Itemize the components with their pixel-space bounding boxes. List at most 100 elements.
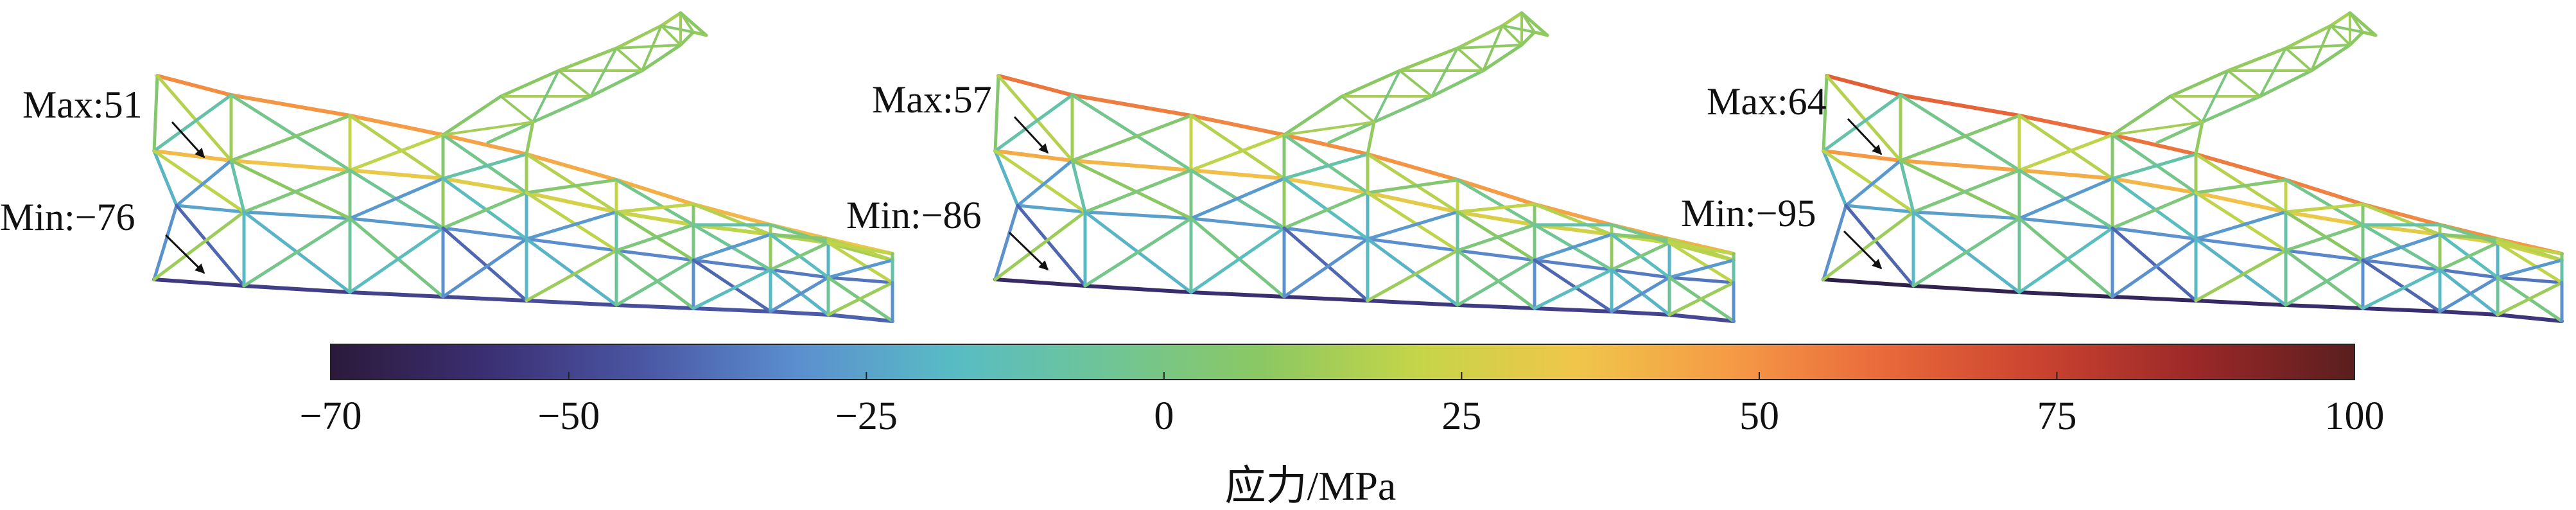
truss-member (2329, 11, 2352, 28)
truss-member (1189, 133, 1286, 172)
truss-member (1844, 204, 1915, 214)
truss-member (769, 268, 830, 317)
truss-member (1667, 313, 1736, 323)
truss-member (614, 249, 695, 262)
truss-member (152, 204, 178, 281)
truss-member (1822, 93, 1902, 153)
truss-member (2194, 237, 2288, 252)
truss-member (692, 202, 772, 236)
truss-member (2284, 223, 2365, 252)
truss-member (2155, 120, 2204, 145)
truss-member (1070, 93, 1193, 172)
truss-member (692, 268, 772, 310)
truss-member (2284, 44, 2351, 49)
truss-member (2110, 94, 2172, 137)
truss-member (2194, 237, 2288, 307)
colorbar-strip (330, 344, 2355, 380)
truss-member (2361, 258, 2442, 272)
truss-member (1899, 93, 2021, 172)
truss-member (152, 93, 233, 153)
truss-member (2017, 133, 2114, 172)
truss-member (441, 191, 528, 230)
truss-member (2284, 249, 2365, 310)
truss-member (1825, 74, 1902, 97)
truss-member (525, 152, 618, 182)
truss-member (348, 216, 445, 230)
truss-member (2361, 268, 2442, 310)
truss-member (679, 30, 695, 47)
truss-member (155, 74, 233, 163)
truss-member (1282, 133, 1370, 195)
truss-member (2017, 114, 2114, 137)
truss-member (660, 24, 682, 46)
truss-member (1282, 152, 1370, 180)
truss-member (1533, 202, 1614, 236)
truss-member (2438, 268, 2500, 279)
truss-member (2017, 177, 2114, 220)
truss-structure (1822, 11, 2564, 323)
truss-member (441, 237, 528, 299)
truss-member (769, 268, 830, 279)
truss-member (826, 258, 894, 279)
truss-member (2438, 241, 2500, 272)
truss-member (614, 202, 695, 214)
truss-member (1822, 74, 1829, 153)
truss-member (348, 226, 445, 294)
truss-member (1610, 276, 1671, 313)
truss-member (2017, 216, 2114, 299)
truss-member (993, 74, 1000, 153)
truss-member (348, 168, 445, 180)
truss-member (348, 216, 445, 299)
truss-member (1456, 178, 1536, 227)
truss-member (499, 69, 561, 98)
truss-member (242, 284, 352, 294)
truss-member (692, 258, 772, 272)
truss-member (2194, 210, 2288, 241)
truss-member (2017, 114, 2114, 180)
truss-member (826, 241, 894, 285)
truss-member (2438, 233, 2500, 241)
truss-member (1533, 258, 1614, 313)
truss-member (2110, 237, 2198, 299)
truss-member (1899, 159, 1915, 214)
truss-member (175, 159, 233, 207)
truss-member (152, 74, 159, 153)
truss-member (1189, 226, 1286, 294)
truss-member (155, 74, 233, 97)
truss-member (2111, 121, 2204, 136)
truss-member (1911, 168, 2021, 214)
truss-member (614, 303, 695, 310)
truss-member (2168, 69, 2230, 98)
truss-member (2284, 210, 2365, 227)
truss-member (2200, 94, 2262, 124)
truss-member (615, 44, 682, 49)
truss-member (769, 233, 830, 241)
truss-member (1501, 24, 1523, 46)
truss-member (152, 277, 246, 288)
truss-member (659, 11, 683, 28)
colorbar: −70 −50 −25 0 25 50 75 100 应力/MPa (300, 344, 2385, 509)
min-stress-label: Min:−76 (0, 196, 135, 238)
truss-member (2496, 241, 2564, 256)
truss-member (1282, 177, 1370, 195)
truss-member (1366, 191, 1459, 252)
truss-member (525, 152, 618, 214)
truss-member (769, 310, 830, 317)
truss-member (2329, 24, 2351, 46)
truss-member (2194, 152, 2288, 214)
colorbar-title: 应力/MPa (1225, 463, 1397, 509)
min-stress-label: Min:−95 (1681, 192, 1816, 234)
truss-panel-1: Max:51 Min:−76 (0, 11, 894, 323)
truss-member (1282, 226, 1370, 303)
truss-member (2496, 313, 2564, 323)
colorbar-tick-label: 75 (2037, 394, 2076, 438)
truss-member (1667, 258, 1736, 279)
truss-member (996, 74, 1074, 163)
truss-member (2258, 69, 2313, 98)
colorbar-tick-label: 0 (1154, 394, 1174, 438)
truss-member (1016, 159, 1074, 207)
max-arrow (171, 121, 205, 159)
truss-member (1610, 233, 1671, 241)
truss-member (1822, 210, 1915, 281)
